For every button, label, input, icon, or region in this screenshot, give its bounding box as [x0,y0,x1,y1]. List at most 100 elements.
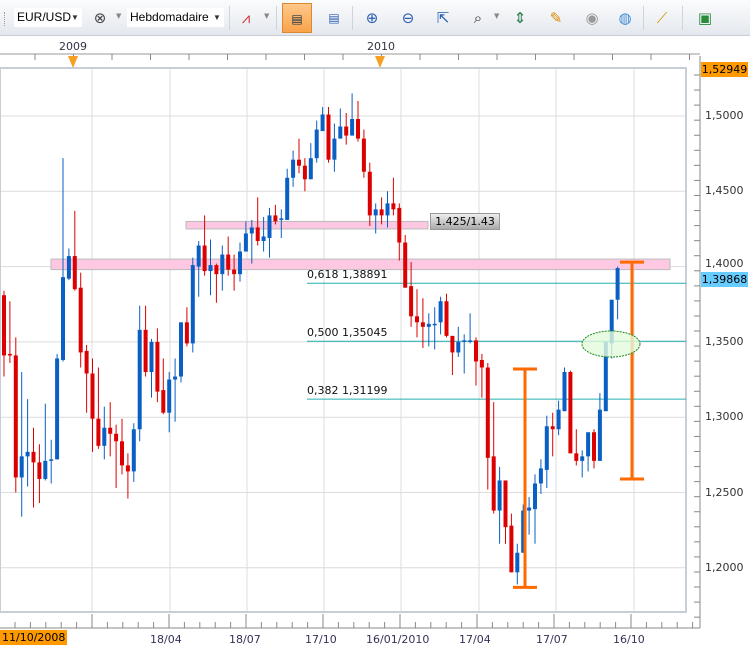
candle-body [397,207,402,243]
candle-body [273,215,278,222]
candle-body [367,171,372,216]
plot-frame [0,67,687,613]
candle-body [137,329,142,430]
toolbar-grip[interactable] [4,12,8,26]
year-marker-icon[interactable] [375,56,385,68]
chevron-down-icon[interactable]: ▼ [494,12,500,20]
eye-icon[interactable]: ◉ [585,9,599,27]
candle [503,480,508,544]
link-remove-icon[interactable]: ⊗ [93,9,107,27]
symbol-dropdown[interactable]: EUR/USD ▼ [14,8,82,27]
year-marker-icon[interactable] [68,56,78,68]
price-label: 1,3000 [705,410,744,424]
year-axis: 2009 2010 [0,36,750,68]
candle [184,307,189,347]
candle [379,197,384,225]
date-label: 16/01/2010 [366,633,430,646]
price-label: 1,5000 [705,109,744,122]
candle [350,93,355,136]
candle-body [420,322,425,327]
candle [285,168,290,220]
zoom-in-icon[interactable]: ⊕ [365,9,379,27]
candle-body [249,227,254,234]
separator [643,6,644,30]
candle-body [515,552,520,573]
candle [155,328,160,403]
add-image-icon[interactable]: ▣ [697,9,713,27]
edit-template-icon[interactable]: ✎ [549,9,563,27]
price-label: 1,4000 [705,256,744,270]
date-label: 17/07 [536,633,568,646]
candle [102,406,107,460]
period-dropdown[interactable]: Hebdomadaire ▼ [127,8,224,27]
candle [25,399,30,487]
candle-body [31,451,36,463]
candle [37,444,42,504]
candle [261,216,266,252]
zoom-out-icon[interactable]: ⊖ [401,9,415,27]
candle [120,418,124,475]
globe-icon[interactable]: ◍ [618,9,632,27]
candle [137,305,142,442]
candle-body [108,427,113,434]
candle-body [308,158,313,180]
support-resistance-zone [50,258,671,271]
candle [13,337,18,493]
candle-body [84,350,89,374]
candle [479,353,484,398]
candle-body [243,233,248,252]
separator [682,6,683,30]
zoom-range-icon[interactable]: ⌕ [473,9,483,27]
candle [7,301,12,363]
candle-body [438,301,443,323]
candle-body [544,426,549,470]
candle-body [527,507,532,511]
chevron-down-icon: ▼ [71,13,79,22]
high-price-marker: 1,52949 [701,62,748,77]
candle [568,370,573,454]
bid-chart-icon[interactable]: ▤ [282,3,312,33]
candle-body [497,480,502,511]
candle-body [226,254,231,270]
chevron-down-icon[interactable]: ▼ [116,12,122,20]
candle [196,240,201,297]
candle-body [533,483,537,510]
candle-body [432,323,437,326]
chevron-down-icon[interactable]: ▼ [264,12,270,20]
candle [403,234,408,288]
candle [485,362,490,490]
candle [385,191,390,228]
candle-body [161,390,166,413]
candle [544,415,549,488]
candle [297,138,301,174]
ruler-icon[interactable]: ⟋ [656,9,668,27]
candle-body [491,456,496,511]
candle [533,474,537,544]
candle-body [297,159,301,166]
vertical-fit-icon[interactable]: ⇕ [513,9,527,27]
candle-body [580,456,585,461]
candle-body [102,427,107,446]
ask-chart-icon[interactable]: ▤ [328,11,340,25]
candle-body [25,451,30,457]
candle-body [586,432,591,457]
zoom-cursor-icon[interactable]: ⇱ [436,9,450,27]
candle-body [391,203,396,210]
candle-body [603,341,608,412]
candle-body [485,367,490,458]
candle [249,219,254,264]
separator [229,6,230,30]
candle [444,293,449,338]
candle [279,209,284,238]
highlight-ellipse[interactable] [581,330,641,358]
candle [391,177,396,216]
chart-style-icon[interactable]: ⩘ [241,9,251,27]
candle-body [320,114,325,132]
fibonacci-level-label: 0,500 1,35045 [307,326,388,339]
zone-label: 1.425/1.43 [430,213,500,230]
candle-body [344,126,349,136]
candle [515,543,520,585]
candle [243,221,248,252]
candle [84,344,89,413]
